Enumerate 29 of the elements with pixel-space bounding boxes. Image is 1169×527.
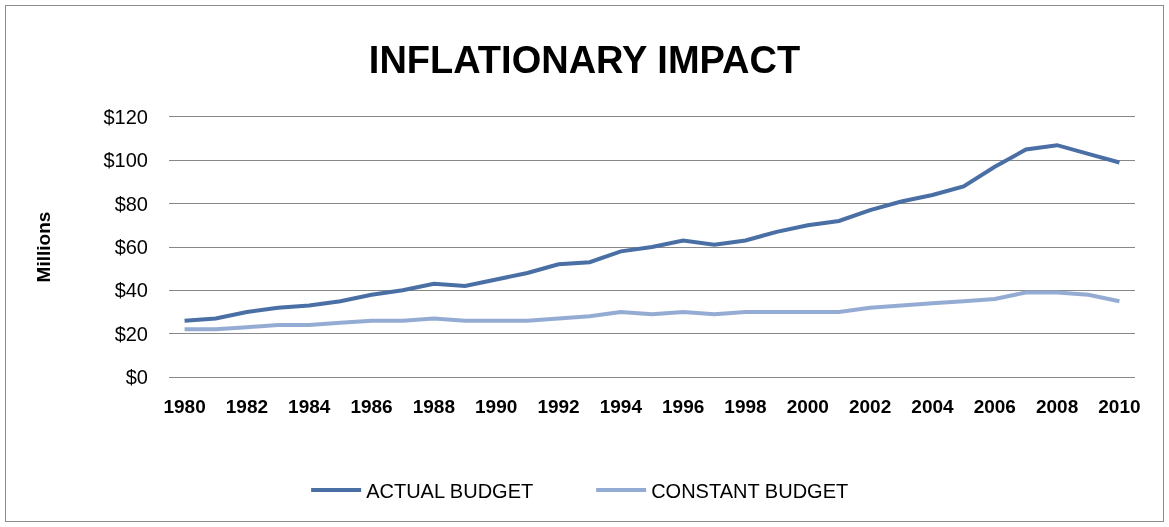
x-tick-label: 1996 xyxy=(662,395,705,417)
y-tick-label: $100 xyxy=(103,149,148,172)
x-tick-label: 2004 xyxy=(911,395,955,417)
x-tick-label: 2002 xyxy=(848,395,892,417)
legend-label: ACTUAL BUDGET xyxy=(366,479,534,502)
chart-title: INFLATIONARY IMPACT xyxy=(368,39,801,82)
y-axis-title: Millions xyxy=(33,211,55,283)
x-tick-label: 1980 xyxy=(163,395,206,417)
x-tick-label: 2006 xyxy=(973,395,1016,417)
x-tick-label: 1998 xyxy=(724,395,767,417)
x-tick-label: 1994 xyxy=(599,395,643,417)
line-series xyxy=(182,290,1122,332)
x-tick-label: 1988 xyxy=(412,395,456,417)
x-tick-label: 2000 xyxy=(786,395,829,417)
y-tick-label: $40 xyxy=(114,279,148,302)
x-tick-label: 1986 xyxy=(350,395,393,417)
y-tick-label: $20 xyxy=(114,322,148,345)
y-tick-label: $0 xyxy=(125,366,148,388)
x-tick-label: 1984 xyxy=(288,395,331,417)
y-tick-label: $120 xyxy=(103,106,148,128)
x-tick-label: 2010 xyxy=(1098,395,1141,417)
x-tick-label: 1982 xyxy=(225,395,269,417)
line-series xyxy=(182,143,1122,323)
legend-label: CONSTANT BUDGET xyxy=(651,479,849,502)
y-tick-label: $80 xyxy=(114,192,148,215)
y-tick-label: $60 xyxy=(114,236,148,258)
x-tick-label: 1990 xyxy=(475,395,518,417)
x-tick-label: 1992 xyxy=(537,395,580,417)
x-tick-label: 2008 xyxy=(1035,395,1079,417)
